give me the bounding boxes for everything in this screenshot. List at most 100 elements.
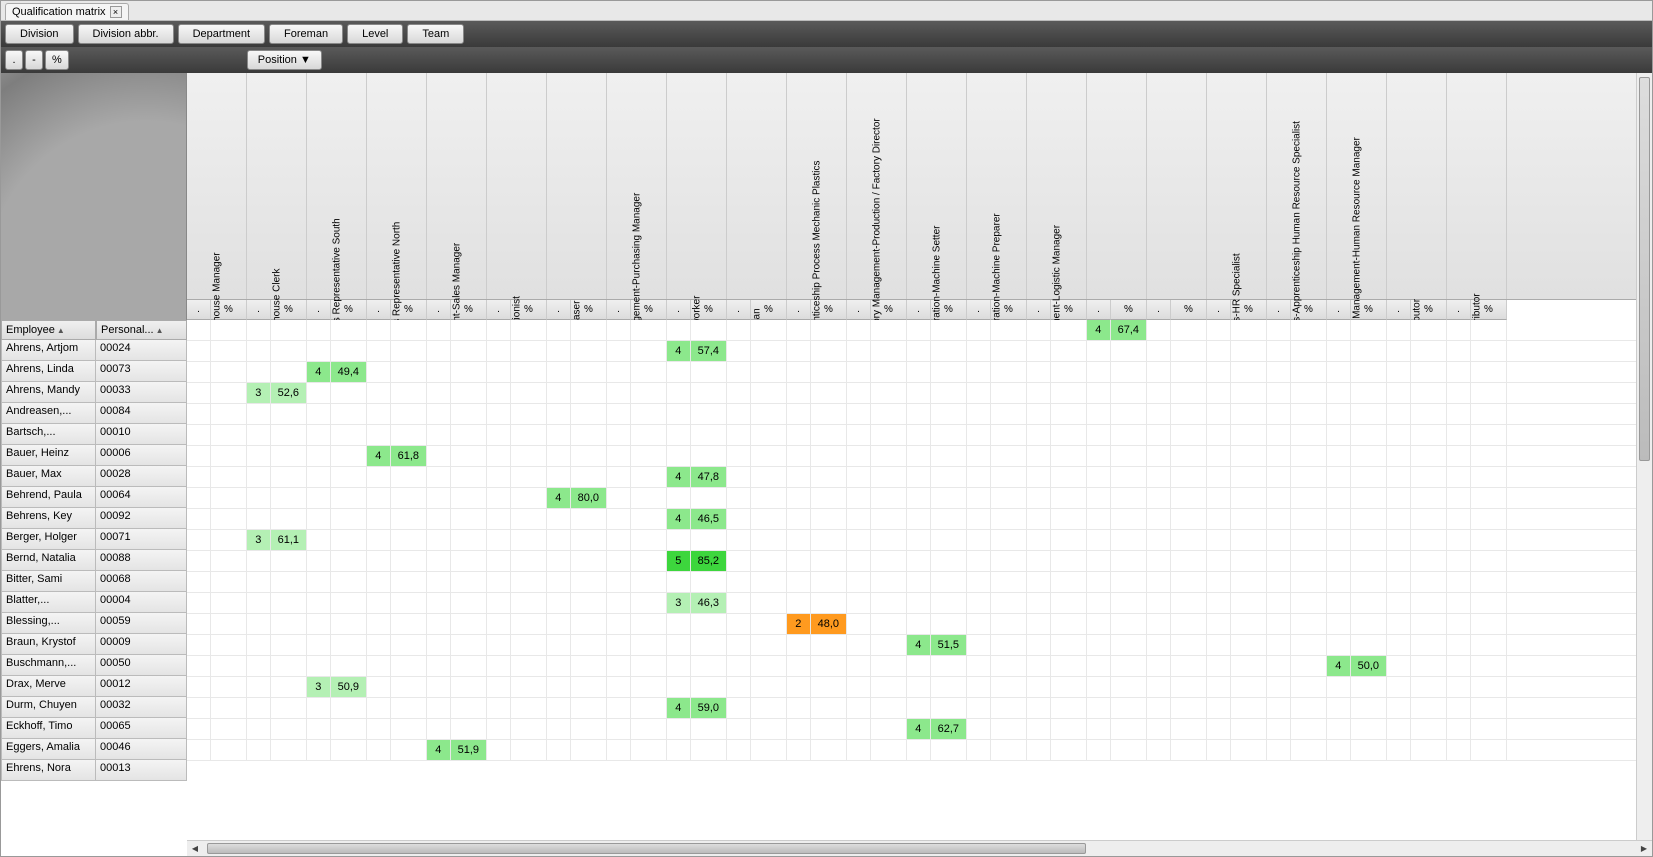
grid-cell[interactable] bbox=[1387, 572, 1447, 592]
grid-cell[interactable] bbox=[1387, 362, 1447, 382]
scroll-left-icon[interactable]: ◀ bbox=[187, 842, 203, 856]
grid-cell[interactable] bbox=[547, 404, 607, 424]
grid-cell[interactable] bbox=[1447, 719, 1507, 739]
grid-cell[interactable]: 461,8 bbox=[367, 446, 427, 466]
grid-cell[interactable] bbox=[1267, 362, 1327, 382]
position-column-header[interactable]: Fleet-Driver/Distributor bbox=[1387, 73, 1447, 299]
grid-cell[interactable] bbox=[1207, 572, 1267, 592]
grid-cell[interactable] bbox=[787, 488, 847, 508]
grid-cell[interactable] bbox=[1387, 614, 1447, 634]
employee-row-header[interactable]: Ahrens, Linda00073 bbox=[1, 361, 187, 382]
grid-cell[interactable] bbox=[427, 341, 487, 361]
grid-cell[interactable] bbox=[907, 446, 967, 466]
grid-cell[interactable] bbox=[367, 341, 427, 361]
grid-cell[interactable] bbox=[727, 488, 787, 508]
grid-cell[interactable] bbox=[547, 530, 607, 550]
employee-row-header[interactable]: Eggers, Amalia00046 bbox=[1, 739, 187, 760]
grid-cell[interactable] bbox=[187, 614, 247, 634]
grid-cell[interactable] bbox=[187, 341, 247, 361]
position-column-header[interactable]: Warehouse-Warehouse Manager bbox=[187, 73, 247, 299]
position-column-header[interactable]: Human Resources-Apprenticeship Human Res… bbox=[1267, 73, 1327, 299]
grid-cell[interactable] bbox=[1327, 341, 1387, 361]
grid-cell[interactable]: 346,3 bbox=[667, 593, 727, 613]
horizontal-scrollbar-thumb[interactable] bbox=[207, 843, 1086, 854]
grid-cell[interactable] bbox=[1027, 551, 1087, 571]
grid-cell[interactable] bbox=[1087, 572, 1147, 592]
grid-cell[interactable] bbox=[607, 341, 667, 361]
grid-cell[interactable] bbox=[607, 635, 667, 655]
grid-cell[interactable] bbox=[1087, 656, 1147, 676]
grid-cell[interactable] bbox=[1207, 320, 1267, 340]
grid-cell[interactable] bbox=[247, 551, 307, 571]
grid-cell[interactable] bbox=[187, 362, 247, 382]
grid-cell[interactable] bbox=[847, 446, 907, 466]
grid-cell[interactable] bbox=[727, 341, 787, 361]
grid-cell[interactable] bbox=[487, 740, 547, 760]
grid-cell[interactable] bbox=[967, 740, 1027, 760]
grid-cell[interactable] bbox=[607, 467, 667, 487]
grid-cell[interactable] bbox=[727, 593, 787, 613]
grid-cell[interactable] bbox=[847, 572, 907, 592]
grid-cell[interactable] bbox=[1207, 509, 1267, 529]
grid-cell[interactable] bbox=[1087, 362, 1147, 382]
grid-cell[interactable] bbox=[1207, 740, 1267, 760]
grid-cell[interactable] bbox=[1207, 467, 1267, 487]
grid-cell[interactable]: 350,9 bbox=[307, 677, 367, 697]
grid-cell[interactable] bbox=[1267, 593, 1327, 613]
sub-header-level[interactable]: . bbox=[847, 300, 871, 320]
sub-header-level[interactable]: . bbox=[487, 300, 511, 320]
filter-button-department[interactable]: Department bbox=[178, 24, 265, 44]
grid-cell[interactable] bbox=[487, 446, 547, 466]
grid-cell[interactable] bbox=[1447, 383, 1507, 403]
position-column-header[interactable]: Operations Preparation-Machine Preparer bbox=[967, 73, 1027, 299]
grid-cell[interactable] bbox=[607, 509, 667, 529]
grid-cell[interactable] bbox=[487, 698, 547, 718]
position-column-header[interactable]: Human Resource Management-Human Resource… bbox=[1327, 73, 1387, 299]
grid-cell[interactable] bbox=[1267, 488, 1327, 508]
grid-cell[interactable] bbox=[907, 425, 967, 445]
vertical-scrollbar-thumb[interactable] bbox=[1639, 77, 1650, 461]
grid-cell[interactable] bbox=[1147, 572, 1207, 592]
grid-cell[interactable] bbox=[667, 530, 727, 550]
grid-cell[interactable] bbox=[427, 530, 487, 550]
grid-cell[interactable] bbox=[787, 341, 847, 361]
grid-cell[interactable] bbox=[607, 530, 667, 550]
grid-cell[interactable] bbox=[1267, 341, 1327, 361]
grid-cell[interactable] bbox=[367, 425, 427, 445]
employee-row-header[interactable]: Behrens, Key00092 bbox=[1, 508, 187, 529]
grid-cell[interactable] bbox=[1147, 740, 1207, 760]
grid-cell[interactable] bbox=[367, 551, 427, 571]
grid-cell[interactable] bbox=[907, 383, 967, 403]
grid-cell[interactable] bbox=[1027, 698, 1087, 718]
grid-cell[interactable] bbox=[907, 551, 967, 571]
grid-cell[interactable] bbox=[1147, 362, 1207, 382]
sub-header-level[interactable]: . bbox=[547, 300, 571, 320]
grid-cell[interactable] bbox=[427, 698, 487, 718]
grid-cell[interactable] bbox=[667, 614, 727, 634]
scroll-right-icon[interactable]: ▶ bbox=[1636, 842, 1652, 856]
grid-cell[interactable] bbox=[427, 320, 487, 340]
grid-cell[interactable] bbox=[787, 572, 847, 592]
grid-cell[interactable] bbox=[727, 320, 787, 340]
grid-cell[interactable] bbox=[1267, 551, 1327, 571]
position-column-header[interactable]: Sales Management-Sales Manager bbox=[427, 73, 487, 299]
grid-cell[interactable] bbox=[727, 635, 787, 655]
grid-cell[interactable] bbox=[187, 320, 247, 340]
grid-cell[interactable] bbox=[367, 656, 427, 676]
grid-cell[interactable] bbox=[1387, 530, 1447, 550]
grid-cell[interactable] bbox=[907, 656, 967, 676]
grid-cell[interactable] bbox=[1387, 677, 1447, 697]
grid-cell[interactable] bbox=[667, 383, 727, 403]
grid-cell[interactable] bbox=[1267, 635, 1327, 655]
position-column-header[interactable]: Production-Foreman bbox=[727, 73, 787, 299]
position-column-header[interactable]: Sales North-Sales Representative North bbox=[367, 73, 427, 299]
grid-cell[interactable] bbox=[1327, 677, 1387, 697]
grid-cell[interactable] bbox=[547, 362, 607, 382]
grid-cell[interactable] bbox=[487, 635, 547, 655]
grid-cell[interactable] bbox=[727, 719, 787, 739]
grid-cell[interactable] bbox=[1207, 404, 1267, 424]
grid-cell[interactable] bbox=[907, 677, 967, 697]
grid-cell[interactable] bbox=[1387, 404, 1447, 424]
employee-row-header[interactable]: Bitter, Sami00068 bbox=[1, 571, 187, 592]
grid-cell[interactable] bbox=[1087, 677, 1147, 697]
